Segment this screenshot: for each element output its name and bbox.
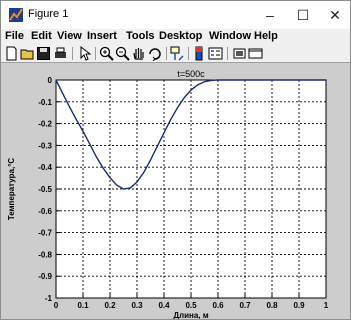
- hide-plot-tools-icon[interactable]: [232, 46, 247, 61]
- x-tick-label: 0: [54, 301, 59, 310]
- x-axis-label: Длина, м: [173, 311, 208, 319]
- menu-window[interactable]: Window: [209, 30, 252, 42]
- menu-insert[interactable]: Insert: [87, 30, 117, 42]
- menu-view[interactable]: View: [57, 30, 82, 42]
- y-tick-label: -1: [45, 294, 53, 303]
- menu-help[interactable]: Help: [254, 30, 278, 42]
- menu-edit[interactable]: Edit: [31, 30, 52, 42]
- print-icon[interactable]: [53, 46, 68, 61]
- zoom-in-icon[interactable]: [99, 46, 114, 61]
- y-tick-label: -0.7: [38, 229, 52, 238]
- figure-toolbar: [1, 45, 350, 63]
- data-cursor-icon[interactable]: [170, 46, 185, 61]
- edit-plot-arrow-icon[interactable]: [77, 46, 92, 61]
- colorbar-icon[interactable]: [192, 46, 207, 61]
- toolbar-separator: [166, 47, 167, 60]
- toolbar-separator: [95, 47, 96, 60]
- toolbar-separator: [72, 47, 73, 60]
- show-plot-tools-icon[interactable]: [248, 46, 263, 61]
- y-tick-label: -0.4: [38, 163, 52, 172]
- y-tick-label: -0.1: [38, 98, 52, 107]
- menu-bar: File Edit View Insert Tools Desktop Wind…: [1, 29, 350, 45]
- pan-hand-icon[interactable]: [131, 46, 146, 61]
- close-button[interactable]: ✕: [329, 7, 341, 23]
- y-tick-label: -0.9: [38, 272, 52, 281]
- legend-icon[interactable]: [208, 46, 223, 61]
- y-tick-label: -0.8: [38, 250, 52, 259]
- menu-file[interactable]: File: [5, 30, 24, 42]
- x-tick-label: 0.5: [185, 301, 197, 310]
- menu-tools[interactable]: Tools: [126, 30, 155, 42]
- matlab-figure-icon: [9, 8, 23, 22]
- x-tick-label: 0.2: [104, 301, 116, 310]
- window-title: Figure 1: [28, 8, 69, 20]
- x-tick-label: 1: [324, 301, 329, 310]
- maximize-button[interactable]: ☐: [296, 7, 310, 23]
- open-file-icon[interactable]: [20, 46, 35, 61]
- x-tick-label: 0.7: [239, 301, 251, 310]
- new-figure-icon[interactable]: [4, 46, 19, 61]
- x-tick-label: 0.1: [77, 301, 89, 310]
- rotate-3d-icon[interactable]: [147, 46, 162, 61]
- chart-title: t=500c: [177, 69, 205, 79]
- x-tick-label: 0.3: [131, 301, 143, 310]
- series-line: [55, 79, 326, 190]
- y-tick-label: -0.6: [38, 207, 52, 216]
- x-tick-label: 0.6: [212, 301, 224, 310]
- save-icon[interactable]: [36, 46, 51, 61]
- x-tick-label: 0.9: [293, 301, 305, 310]
- zoom-out-icon[interactable]: [115, 46, 130, 61]
- toolbar-separator: [227, 47, 228, 60]
- y-tick-label: -0.2: [38, 120, 52, 129]
- menu-desktop[interactable]: Desktop: [159, 30, 203, 42]
- plot-svg: 0 0.1 0.2 0.3 0.4 0.5 0.6 0.7 0.8 0.9 1 0 -0.1 -0.2 -0…: [7, 69, 329, 319]
- y-tick-label: 0: [48, 76, 53, 85]
- axes-box: [55, 79, 327, 299]
- minimize-button[interactable]: –: [266, 7, 274, 23]
- toolbar-separator: [188, 47, 189, 60]
- y-tick-label: -0.5: [38, 185, 52, 194]
- x-tick-label: 0.4: [158, 301, 170, 310]
- figure-canvas: 0 0.1 0.2 0.3 0.4 0.5 0.6 0.7 0.8 0.9 1 0 -0.1 -0.2 -0…: [1, 63, 350, 319]
- title-bar[interactable]: Figure 1 – ☐ ✕: [1, 1, 350, 29]
- y-axis-label: Температура,°C: [7, 158, 16, 221]
- y-tick-label: -0.3: [38, 141, 52, 150]
- x-tick-label: 0.8: [266, 301, 278, 310]
